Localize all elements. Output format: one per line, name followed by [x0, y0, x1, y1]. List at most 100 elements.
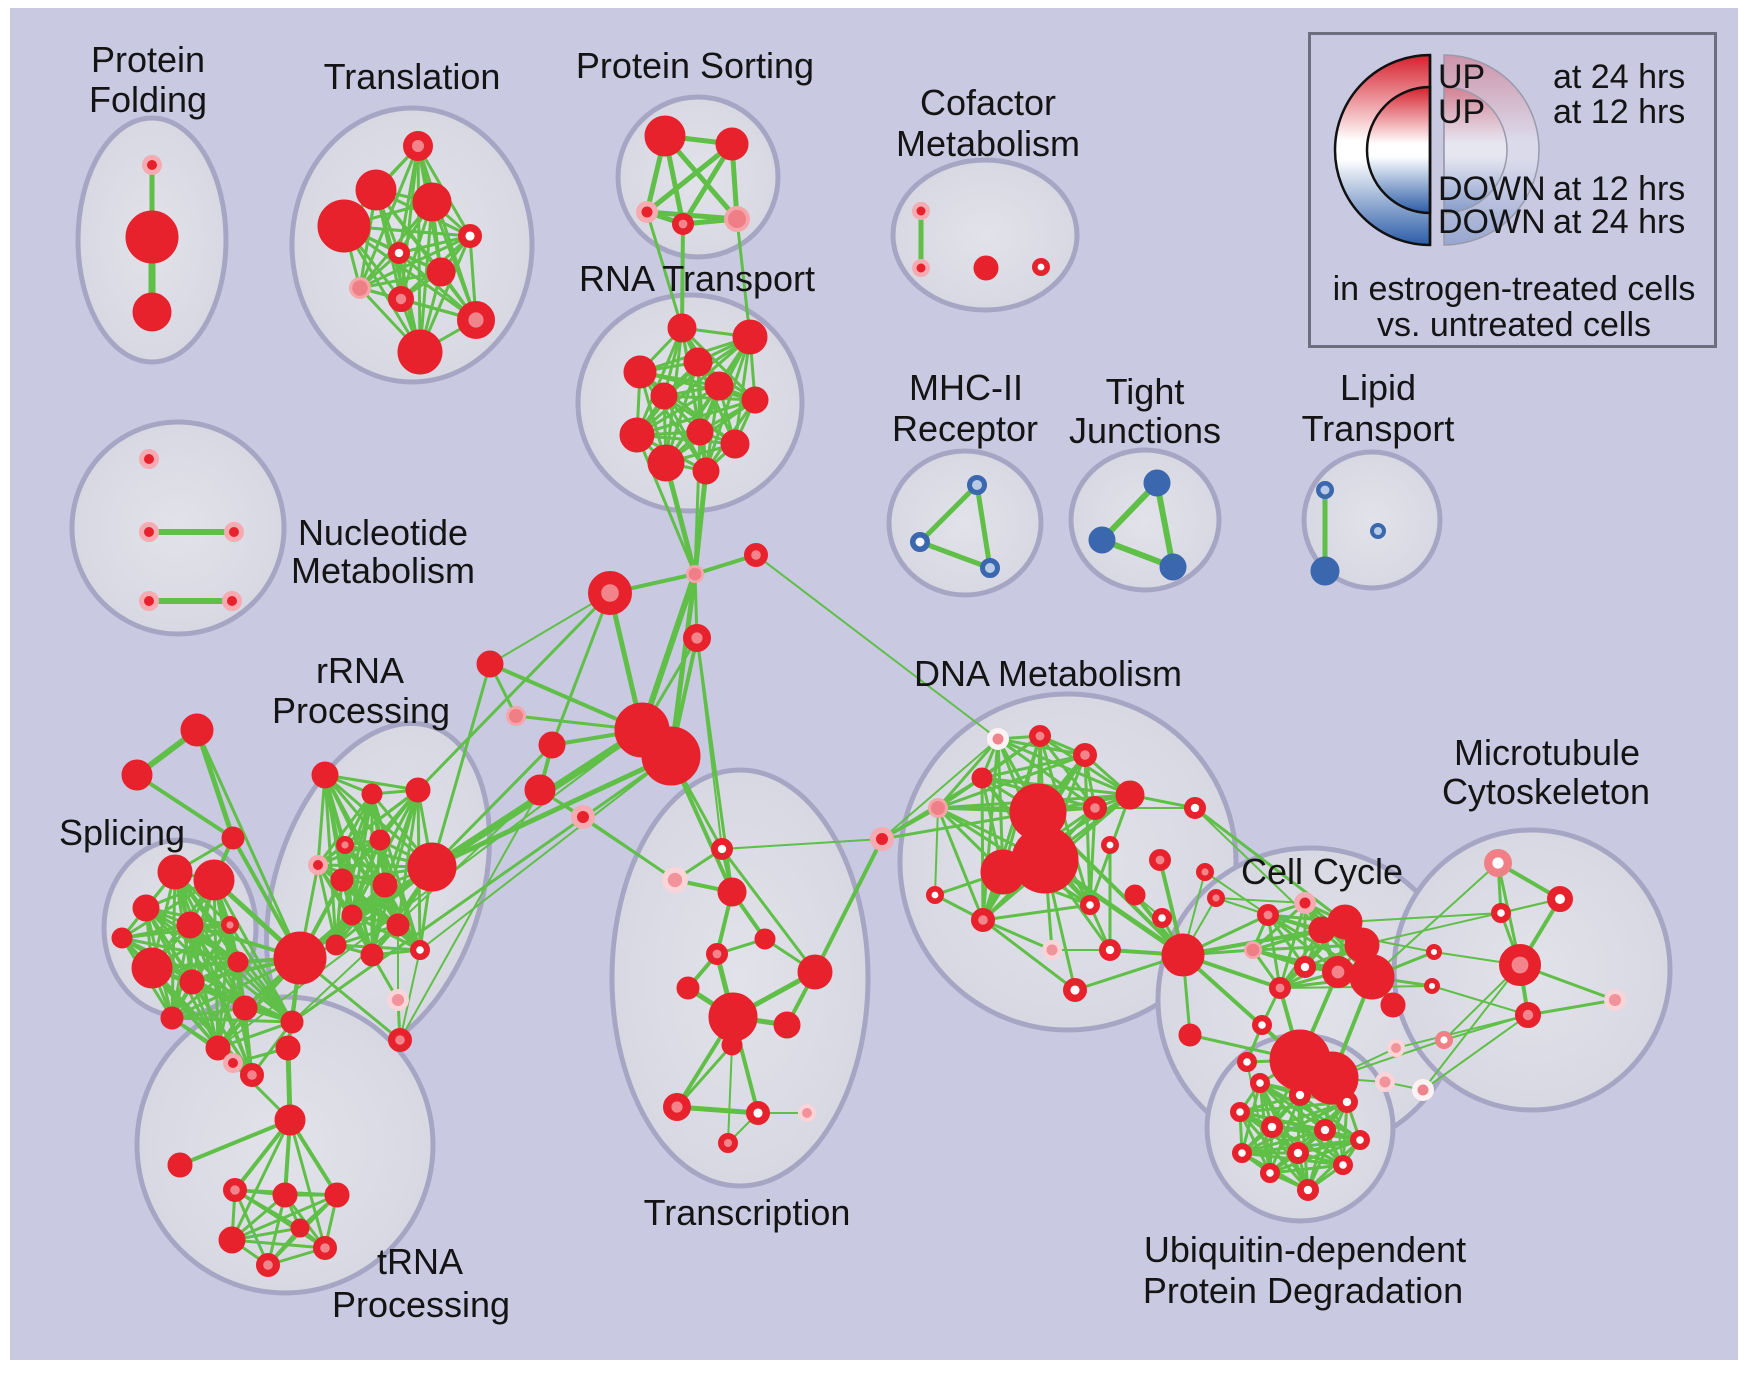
network-node: [663, 1092, 692, 1121]
network-node: [1515, 1002, 1542, 1029]
network-node: [240, 1062, 265, 1087]
network-node: [667, 313, 697, 343]
network-node: [1072, 742, 1097, 767]
network-node: [476, 650, 504, 678]
network-edge: [135, 773, 235, 840]
network-node: [1236, 1051, 1257, 1072]
network-node: [1332, 1154, 1353, 1175]
network-edge: [488, 662, 644, 732]
network-edge: [539, 789, 676, 881]
network-edge: [430, 200, 478, 322]
network-node: [671, 213, 694, 236]
network-node: [1375, 1072, 1395, 1092]
network-edge: [216, 960, 240, 1050]
network-node: [1547, 886, 1574, 913]
network-node: [1289, 1084, 1312, 1107]
network-node: [388, 242, 411, 265]
network-edge: [1251, 943, 1364, 952]
network-edge: [120, 923, 232, 940]
network-node: [1231, 1142, 1252, 1163]
network-edge: [397, 234, 472, 255]
network-edge: [1215, 897, 1306, 904]
network-node: [1425, 943, 1442, 960]
network-node: [125, 210, 179, 264]
network-node: [980, 849, 1026, 895]
network-edge: [644, 141, 735, 215]
network-node: [355, 169, 397, 211]
network-node: [676, 976, 700, 1000]
network-edge: [635, 326, 684, 437]
network-node: [1115, 780, 1145, 810]
network-edge: [1266, 913, 1282, 990]
cluster-label-dna-metabolism: DNA Metabolism: [914, 653, 1182, 694]
network-node: [1251, 1014, 1272, 1035]
network-node: [361, 783, 383, 805]
network-node: [1314, 1119, 1337, 1142]
network-edge: [1344, 912, 1502, 923]
network-edge: [419, 755, 672, 951]
network-edge: [1422, 964, 1521, 1091]
network-node: [324, 1182, 350, 1208]
network-node: [647, 444, 685, 482]
network-node: [1178, 1023, 1202, 1047]
network-node: [708, 992, 758, 1042]
network-node: [222, 591, 242, 611]
network-edge: [416, 591, 612, 792]
network-node: [506, 706, 526, 726]
cluster-label-cofactor-metabolism: Metabolism: [896, 123, 1080, 164]
network-node: [1297, 1179, 1320, 1202]
network-node: [290, 1218, 310, 1238]
network-node: [1336, 1091, 1359, 1114]
network-edge: [663, 460, 698, 577]
cluster-lipid-transport: [1301, 449, 1443, 591]
network-node: [1603, 988, 1626, 1011]
network-node: [967, 475, 987, 495]
network-node: [218, 1226, 246, 1254]
network-edge: [288, 1118, 327, 1250]
network-edge: [429, 753, 674, 870]
network-node: [224, 522, 244, 542]
network-node: [180, 713, 214, 747]
network-node: [341, 904, 363, 926]
network-node: [1287, 1142, 1310, 1165]
network-node: [710, 837, 733, 860]
network-node: [743, 542, 768, 567]
network-node: [1294, 892, 1316, 914]
network-node: [1423, 977, 1440, 994]
network-edge: [720, 847, 817, 974]
network-node: [1243, 940, 1262, 959]
cluster-label-protein-folding: Protein: [91, 39, 205, 80]
cluster-label-lipid-transport: Transport: [1302, 408, 1455, 449]
network-node: [754, 928, 776, 950]
network-node: [317, 199, 371, 253]
cluster-tight-junctions: [1068, 447, 1222, 593]
network-node: [139, 449, 159, 469]
network-edge: [974, 482, 993, 571]
network-edge: [194, 727, 236, 841]
network-node: [369, 829, 391, 851]
legend-circle-faded-half: [1443, 54, 1540, 246]
cluster-label-mhc-ii-receptor: MHC-II: [909, 367, 1023, 408]
network-edge: [350, 913, 422, 952]
cluster-label-trna-processing: Processing: [332, 1284, 510, 1325]
legend-frame: [1308, 32, 1717, 348]
network-edge: [917, 539, 993, 571]
network-node: [388, 1027, 413, 1052]
network-node: [1349, 954, 1395, 1000]
network-node: [227, 951, 249, 973]
network-node: [179, 969, 205, 995]
network-node: [313, 1235, 338, 1260]
network-node: [705, 942, 728, 965]
network-node: [1062, 977, 1087, 1002]
network-node: [142, 155, 162, 175]
network-node: [1380, 992, 1406, 1018]
cluster-label-microtubule-cytoskeleton: Microtubule: [1454, 732, 1640, 773]
network-edge: [291, 789, 541, 1023]
network-edge: [980, 734, 1042, 780]
network-edge: [1278, 901, 1307, 990]
network-edge: [996, 737, 1097, 810]
network-node: [683, 347, 713, 377]
network-node: [372, 872, 398, 898]
network-edge: [668, 571, 698, 759]
network-node: [397, 329, 443, 375]
